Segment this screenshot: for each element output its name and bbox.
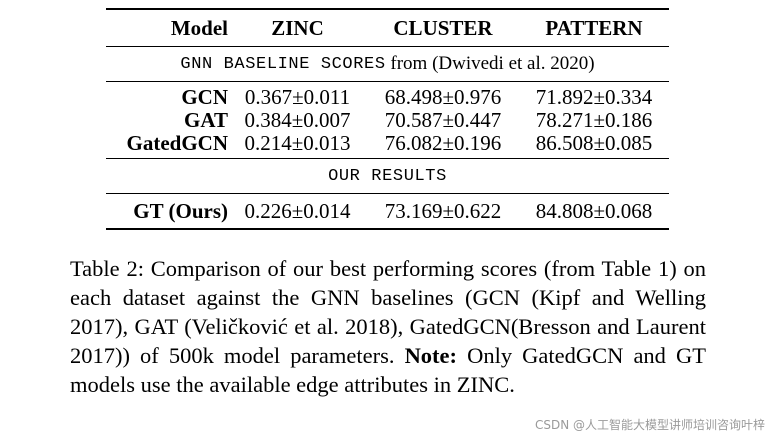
pattern-score: 86.508±0.085	[535, 130, 653, 155]
section-baseline-mono: GNN BASELINE SCORES	[180, 54, 386, 74]
cluster-score: 70.587±0.447	[384, 107, 502, 132]
table-row-gat: GAT 0.384±0.007 70.587±0.447 78.271±0.18…	[106, 108, 669, 131]
table-row-gcn: GCN 0.367±0.011 68.498±0.976 71.892±0.33…	[106, 85, 669, 108]
caption-text-1: Table 2: Comparison of our best performi…	[70, 256, 706, 368]
pattern-score: 78.271±0.186	[535, 107, 653, 132]
csdn-watermark: CSDN @人工智能大模型讲师培训咨询叶梓	[534, 418, 765, 432]
zinc-score: 0.384±0.007	[244, 107, 351, 132]
cluster-score: 73.169±0.622	[384, 199, 502, 223]
pattern-score: 84.808±0.068	[535, 199, 653, 223]
bottom-rule	[106, 228, 669, 230]
zinc-score: 0.226±0.014	[244, 199, 351, 223]
header-cluster: CLUSTER	[393, 16, 493, 40]
top-rule	[106, 8, 669, 10]
baseline-rows: GCN 0.367±0.011 68.498±0.976 71.892±0.33…	[106, 82, 669, 158]
results-table: Model ZINC CLUSTER PATTERN GNN BASELINE …	[106, 8, 669, 230]
table-row-gatedgcn: GatedGCN 0.214±0.013 76.082±0.196 86.508…	[106, 131, 669, 154]
header-pattern: PATTERN	[545, 16, 643, 40]
zinc-score: 0.214±0.013	[244, 130, 351, 155]
table-header-row: Model ZINC CLUSTER PATTERN	[106, 10, 669, 46]
model-name: GAT	[184, 107, 228, 132]
cluster-score: 76.082±0.196	[384, 130, 502, 155]
header-model: Model	[170, 16, 228, 40]
table-caption: Table 2: Comparison of our best performi…	[70, 254, 706, 399]
header-rule	[106, 46, 669, 47]
model-name: GatedGCN	[126, 130, 229, 155]
caption-note-label: Note:	[404, 343, 458, 368]
section-our-results-heading: OUR RESULTS	[106, 159, 669, 193]
section-baseline-source: from (Dwivedi et al. 2020)	[385, 53, 595, 74]
section-baseline-heading: GNN BASELINE SCORES from (Dwivedi et al.…	[106, 47, 669, 81]
results-rule-bottom	[106, 193, 669, 194]
results-rule-top	[106, 158, 669, 159]
model-name: GT (Ours)	[133, 199, 228, 223]
section-rule	[106, 81, 669, 82]
header-zinc: ZINC	[271, 16, 324, 40]
model-name: GCN	[181, 84, 228, 109]
cluster-score: 68.498±0.976	[384, 84, 502, 109]
zinc-score: 0.367±0.011	[244, 84, 351, 109]
caption-text-2: Only GatedGCN and GT models use the avai…	[70, 343, 706, 397]
section-our-results-label: OUR RESULTS	[328, 166, 447, 186]
pattern-score: 71.892±0.334	[535, 84, 653, 109]
table-row-gt-ours: GT (Ours) 0.226±0.014 73.169±0.622 84.80…	[106, 194, 669, 228]
